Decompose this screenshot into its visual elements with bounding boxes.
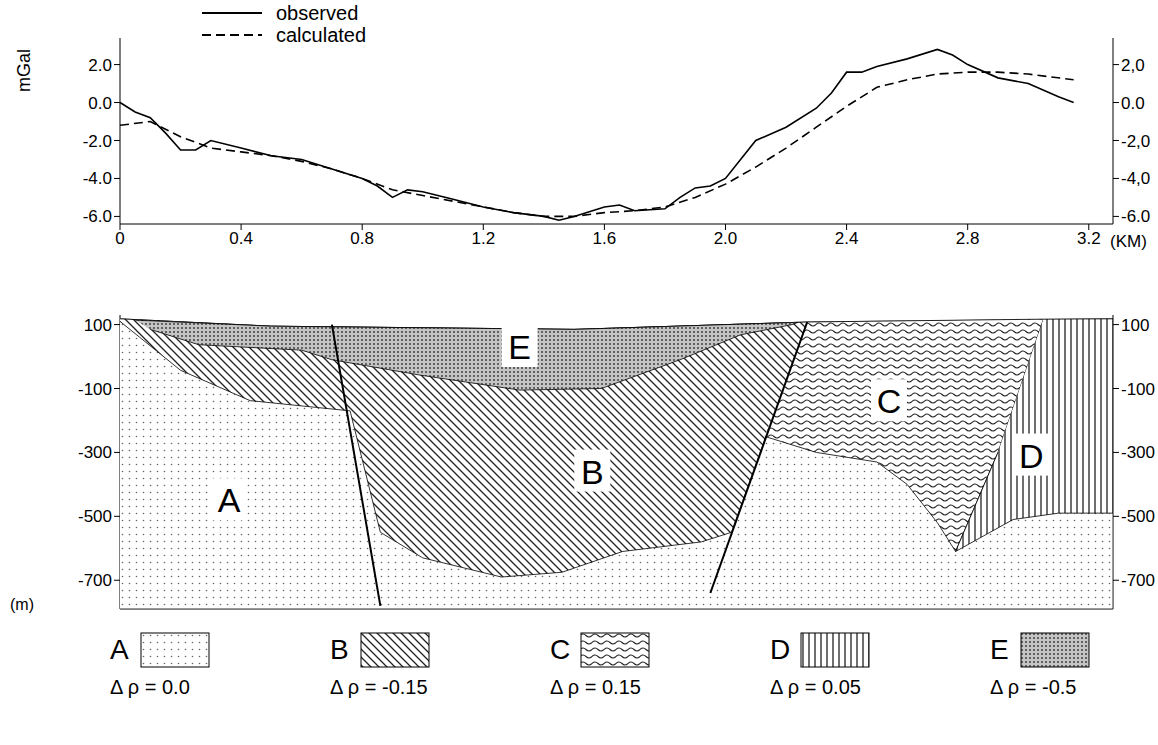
svg-text:-500: -500 xyxy=(78,507,112,526)
html-text:Δ ρ = -0.15: Δ ρ = -0.15 xyxy=(330,676,428,698)
svg-text:-4.0: -4.0 xyxy=(83,169,112,188)
html-text:A: A xyxy=(110,634,129,665)
svg-text:2.8: 2.8 xyxy=(956,229,980,248)
svg-text:2.4: 2.4 xyxy=(835,229,859,248)
svg-text:-6.0: -6.0 xyxy=(83,207,112,226)
html-text:mGal: mGal xyxy=(13,49,34,92)
svg-text:2.0: 2.0 xyxy=(88,56,112,75)
svg-text:B: B xyxy=(581,453,604,491)
svg-text:-500: -500 xyxy=(1121,507,1155,526)
svg-text:-2,0: -2,0 xyxy=(1121,132,1150,151)
svg-text:100: 100 xyxy=(84,316,112,335)
svg-text:100: 100 xyxy=(1121,316,1149,335)
svg-text:C: C xyxy=(877,382,902,420)
svg-text:-2.0: -2.0 xyxy=(83,132,112,151)
html-text:Δ ρ = -0.5: Δ ρ = -0.5 xyxy=(990,676,1077,698)
svg-text:0.0: 0.0 xyxy=(88,94,112,113)
svg-text:A: A xyxy=(218,481,241,519)
svg-text:3.2: 3.2 xyxy=(1077,229,1101,248)
html-text:(KM): (KM) xyxy=(1110,232,1147,251)
html-text:Δ ρ = 0.15: Δ ρ = 0.15 xyxy=(550,676,641,698)
html-text:calculated: calculated xyxy=(276,23,367,46)
svg-text:D: D xyxy=(1019,437,1044,475)
svg-text:0.4: 0.4 xyxy=(229,229,253,248)
svg-text:-300: -300 xyxy=(1121,443,1155,462)
html-text:B: B xyxy=(330,634,349,665)
html-text:Δ ρ = 0.05: Δ ρ = 0.05 xyxy=(770,676,861,698)
svg-text:-100: -100 xyxy=(78,380,112,399)
html-text:Δ ρ = 0.0: Δ ρ = 0.0 xyxy=(110,676,190,698)
svg-text:2,0: 2,0 xyxy=(1121,56,1145,75)
svg-text:-700: -700 xyxy=(78,571,112,590)
svg-text:-4,0: -4,0 xyxy=(1121,169,1150,188)
svg-text:-100: -100 xyxy=(1121,380,1155,399)
html-text:E: E xyxy=(990,634,1009,665)
svg-text:2.0: 2.0 xyxy=(714,229,738,248)
svg-text:1.2: 1.2 xyxy=(471,229,495,248)
svg-text:-300: -300 xyxy=(78,443,112,462)
svg-text:1.6: 1.6 xyxy=(593,229,617,248)
html-text:(m): (m) xyxy=(10,596,34,613)
html-text:D: D xyxy=(770,634,791,665)
svg-text:0: 0 xyxy=(115,229,124,248)
svg-text:-700: -700 xyxy=(1121,571,1155,590)
svg-text:0.0: 0.0 xyxy=(1121,94,1145,113)
html-text:C: C xyxy=(550,634,571,665)
svg-text:E: E xyxy=(508,328,531,366)
svg-text:-6.0: -6.0 xyxy=(1121,207,1150,226)
svg-text:0.8: 0.8 xyxy=(350,229,374,248)
html-text:observed: observed xyxy=(276,1,359,24)
